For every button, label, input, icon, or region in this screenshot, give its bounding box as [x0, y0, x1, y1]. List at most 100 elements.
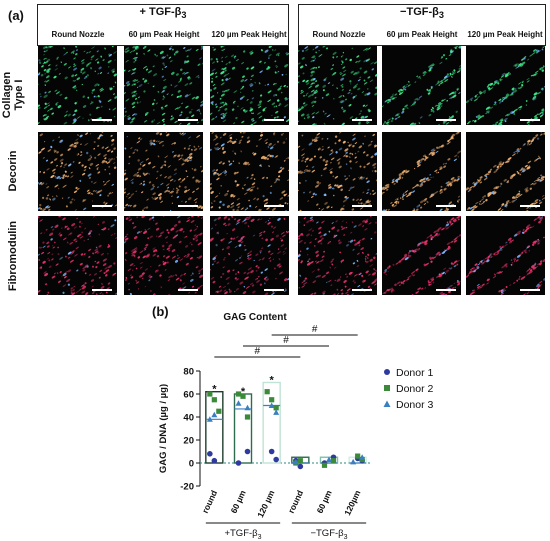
- scale-bar: [178, 205, 198, 207]
- scale-bar: [92, 119, 112, 121]
- group-label: −TGF-β3: [310, 528, 347, 541]
- scale-bar: [520, 205, 540, 207]
- scale-bar: [436, 205, 456, 207]
- micrograph-r2-c3: [298, 216, 377, 295]
- legend-marker-3: [383, 400, 391, 407]
- point-donor-1: [235, 460, 242, 466]
- point-donor-3: [211, 411, 218, 418]
- point-donor-2: [264, 389, 270, 395]
- y-tick-label: 40: [183, 413, 194, 424]
- point-donor-3: [273, 409, 280, 415]
- significance-star: *: [212, 384, 217, 396]
- scale-bar: [264, 119, 284, 121]
- micrograph-r0-c0: [38, 46, 117, 125]
- category-label: 120µm: [342, 488, 363, 517]
- legend-label-2: Donor 2: [396, 383, 434, 395]
- point-donor-1: [207, 451, 213, 457]
- group-title-minus-tgf: −TGF-β3: [400, 6, 444, 21]
- point-donor-3: [326, 456, 332, 463]
- point-donor-1: [273, 456, 279, 463]
- scale-bar: [436, 119, 456, 121]
- significance-star: *: [270, 375, 275, 387]
- group-label: +TGF-β3: [224, 528, 261, 541]
- col-head-plus-round: Round Nozzle: [51, 30, 105, 39]
- scale-bar: [520, 119, 540, 121]
- point-donor-1: [297, 463, 304, 470]
- micrograph-r2-c5: [466, 216, 545, 295]
- scale-bar: [92, 289, 112, 291]
- micrograph-r0-c4: [382, 46, 461, 125]
- point-donor-3: [235, 400, 242, 406]
- y-axis-label: GAG / DNA (µg / µg): [158, 384, 169, 473]
- point-donor-2: [355, 453, 361, 459]
- bracket-mark: #: [283, 335, 289, 346]
- gag-content-chart: GAG Content -20 0 20 40 60 80 GAG / DNA (µg / µ…: [158, 312, 434, 541]
- point-donor-1: [244, 448, 251, 455]
- point-donor-3: [359, 454, 366, 460]
- point-donor-3: [268, 402, 275, 408]
- point-donor-2: [244, 414, 251, 420]
- point-donor-3: [244, 404, 251, 411]
- point-donor-2: [297, 458, 303, 464]
- micrograph-r1-c4: [382, 132, 461, 211]
- point-donor-2: [269, 397, 275, 403]
- point-donor-2: [216, 408, 222, 414]
- category-label: round: [286, 489, 305, 515]
- point-donor-3: [206, 416, 213, 422]
- scale-bar: [178, 289, 198, 291]
- y-tick-label: 80: [183, 367, 194, 378]
- significance-star: *: [241, 386, 246, 398]
- legend-marker-2: [384, 385, 390, 391]
- micrograph-r1-c2: [210, 132, 289, 211]
- point-donor-2: [273, 405, 279, 411]
- legend-marker-1: [384, 369, 390, 375]
- category-label: 60 µm: [228, 488, 248, 515]
- group-title-plus-tgf: + TGF-β3: [139, 6, 187, 21]
- micrograph-r0-c2: [210, 46, 289, 125]
- micrograph-r1-c3: [298, 132, 377, 211]
- y-tick-label: -20: [180, 482, 194, 493]
- legend-label-1: Donor 1: [396, 367, 434, 379]
- scale-bar: [352, 119, 372, 121]
- point-donor-2: [330, 458, 337, 464]
- col-head-plus-120: 120 µm Peak Height: [211, 30, 287, 39]
- scale-bar: [436, 289, 456, 291]
- panel-b-label: (b): [152, 304, 169, 319]
- col-head-minus-120: 120 µm Peak Height: [467, 30, 543, 39]
- micrograph-r0-c1: [124, 46, 203, 125]
- category-label: 120 µm: [255, 488, 277, 519]
- point-donor-1: [268, 448, 275, 455]
- bracket-mark: #: [255, 346, 261, 357]
- col-head-plus-60: 60 µm Peak Height: [128, 30, 200, 39]
- category-label: round: [200, 489, 219, 515]
- point-donor-3: [350, 458, 357, 465]
- row-label-fibromodulin: Fibromodulin: [7, 220, 19, 292]
- micrograph-r1-c5: [466, 132, 545, 211]
- point-donor-2: [240, 393, 246, 399]
- point-donor-1: [211, 457, 218, 464]
- bracket-mark: #: [312, 324, 318, 335]
- micrograph-r2-c1: [124, 216, 203, 295]
- y-tick-label: 60: [183, 390, 194, 401]
- point-donor-2: [207, 391, 213, 397]
- category-label: 60 µm: [314, 488, 334, 515]
- scale-bar: [264, 205, 284, 207]
- micrograph-r2-c0: [38, 216, 117, 295]
- scale-bar: [352, 289, 372, 291]
- micrograph-r1-c1: [124, 132, 203, 211]
- scale-bar: [264, 289, 284, 291]
- scale-bar: [520, 289, 540, 291]
- panel-a-label: (a): [8, 8, 24, 23]
- legend-label-3: Donor 3: [396, 399, 434, 411]
- bar-2: [262, 381, 281, 464]
- col-head-minus-60: 60 µm Peak Height: [386, 30, 458, 39]
- y-tick-label: 20: [183, 436, 194, 447]
- group-box-plus-tgf: + TGF-β3: [37, 4, 289, 46]
- scale-bar: [92, 205, 112, 207]
- micrograph-r0-c3: [298, 46, 377, 125]
- row-label-decorin: Decorin: [7, 150, 19, 192]
- y-tick-label: 0: [189, 459, 194, 470]
- micrograph-r2-c4: [382, 216, 461, 295]
- micrograph-r0-c5: [466, 46, 545, 125]
- group-box-minus-tgf: −TGF-β3: [298, 4, 546, 46]
